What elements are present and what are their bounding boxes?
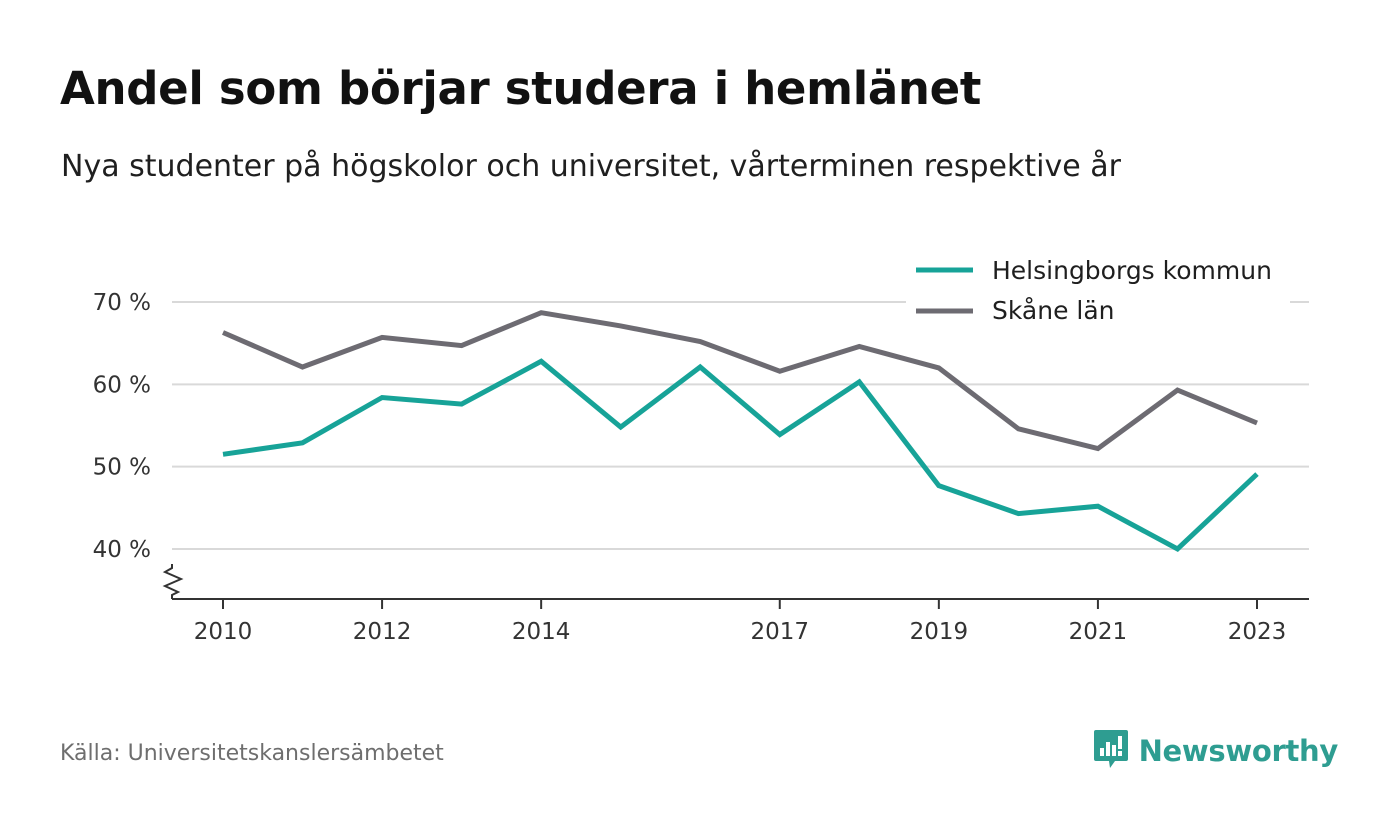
x-axis: [162, 564, 1309, 600]
y-axis-tick-labels: 40 % 50 % 60 % 70 %: [93, 290, 151, 563]
x-tick-label: 2014: [512, 619, 571, 645]
y-tick-label: 70 %: [93, 290, 151, 316]
x-tick-label: 2017: [750, 619, 809, 645]
legend-label-helsingborg: Helsingborgs kommun: [992, 256, 1272, 285]
chart-subtitle: Nya studenter på högskolor och universit…: [61, 149, 1121, 184]
source-note: Källa: Universitetskanslersämbetet: [60, 741, 444, 766]
y-axis-break-icon: [162, 564, 184, 599]
gridlines: [172, 301, 1309, 550]
brand-logo[interactable]: Newsworthy: [1093, 728, 1338, 774]
brand-name: Newsworthy: [1138, 734, 1339, 768]
x-tick-label: 2010: [194, 619, 253, 645]
legend: Helsingborgs kommun Skåne län: [906, 248, 1290, 336]
x-tick-label: 2021: [1069, 619, 1128, 645]
y-tick-label: 60 %: [93, 372, 151, 398]
legend-label-skane: Skåne län: [992, 296, 1115, 325]
x-tick-label: 2023: [1228, 619, 1287, 645]
x-tick-label: 2012: [353, 619, 412, 645]
series-line-helsingborg: [222, 358, 1259, 553]
x-tick-label: 2019: [910, 619, 969, 645]
chart-title: Andel som börjar studera i hemlänet: [60, 62, 982, 115]
newsworthy-logo-icon: [1093, 728, 1129, 774]
series-lines: [222, 310, 1259, 553]
y-tick-label: 50 %: [93, 455, 151, 481]
legend-background: [906, 248, 1290, 336]
x-axis-tick-labels: 2010 2012 2014 2017 2019 2021 2023: [194, 599, 1287, 645]
y-tick-label: 40 %: [93, 537, 151, 563]
series-line-skane: [222, 310, 1258, 452]
